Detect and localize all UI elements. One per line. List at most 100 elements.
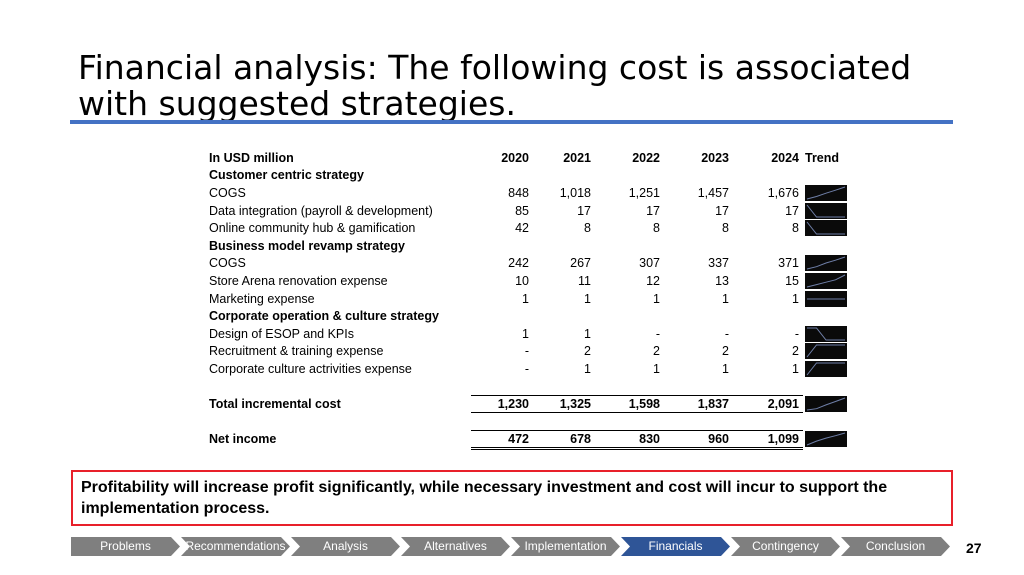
table-row: Online community hub & gamification 42 8 8 8… — [205, 219, 847, 237]
value-cell: 1 — [522, 291, 529, 306]
value-cell: 1 — [584, 291, 591, 306]
value-cell: 17 — [715, 203, 729, 218]
trend-sparkline — [805, 396, 847, 413]
value-cell: 1,325 — [533, 394, 595, 414]
value-cell: 960 — [664, 430, 733, 450]
nav-step-implementation[interactable]: Implementation — [511, 537, 620, 556]
value-cell: 42 — [515, 221, 529, 236]
trend-sparkline — [805, 360, 847, 377]
value-cell: 85 — [515, 203, 529, 218]
header-unit-label: In USD million — [209, 150, 294, 165]
header-year-2020: 2020 — [501, 150, 529, 165]
trend-cell — [803, 237, 847, 255]
value-cell: 8 — [584, 221, 591, 236]
value-cell — [664, 237, 733, 255]
trend-cell — [803, 307, 847, 325]
value-cell: 242 — [508, 256, 529, 271]
value-cell: 1,598 — [595, 394, 664, 414]
trend-line — [806, 362, 845, 376]
trend-sparkline — [805, 290, 847, 307]
nav-step-alternatives[interactable]: Alternatives — [401, 537, 510, 556]
value-cell: 1,676 — [767, 185, 799, 200]
value-cell: 1 — [792, 361, 799, 376]
row-label: Total incremental cost — [209, 397, 341, 412]
value-cell — [664, 307, 733, 325]
nav-step-financials[interactable]: Financials — [621, 537, 730, 556]
row-label: Customer centric strategy — [209, 168, 364, 183]
value-cell: 2 — [653, 344, 660, 359]
header-trend: Trend — [805, 150, 840, 165]
table-row: Marketing expense 1 1 1 1 1 — [205, 290, 847, 308]
value-cell: 10 — [515, 273, 529, 288]
value-cell: 17 — [785, 203, 799, 218]
value-cell: - — [524, 361, 529, 376]
value-cell: 1,018 — [559, 185, 591, 200]
value-cell — [471, 237, 533, 255]
nav-step-contingency[interactable]: Contingency — [731, 537, 840, 556]
header-year-2022: 2022 — [632, 150, 660, 165]
trend-line — [806, 186, 846, 200]
value-cell: 11 — [578, 273, 591, 288]
value-cell: 2 — [722, 344, 729, 359]
trend-cell — [803, 272, 847, 290]
row-label: Online community hub & gamification — [209, 221, 416, 236]
row-label: Data integration (payroll & development) — [209, 203, 433, 218]
value-cell: 8 — [653, 221, 660, 236]
trend-line — [806, 256, 846, 270]
trend-cell — [803, 202, 847, 220]
trend-cell — [803, 325, 847, 343]
trend-sparkline — [805, 431, 847, 448]
row-label: Marketing expense — [209, 291, 315, 306]
value-cell — [595, 237, 664, 255]
value-cell: 307 — [639, 256, 660, 271]
value-cell: 830 — [595, 430, 664, 450]
value-cell — [733, 167, 803, 185]
value-cell: 678 — [533, 430, 595, 450]
value-cell — [595, 307, 664, 325]
trend-sparkline — [805, 325, 847, 342]
value-cell: - — [524, 344, 529, 359]
cost-table: In USD million 2020 2021 2022 2023 2024 … — [205, 149, 847, 450]
value-cell: 12 — [646, 273, 660, 288]
trend-cell — [803, 255, 847, 273]
value-cell — [595, 167, 664, 185]
value-cell: 1,457 — [697, 185, 729, 200]
row-label: Store Arena renovation expense — [209, 273, 388, 288]
title-divider — [70, 120, 953, 124]
value-cell: 371 — [778, 256, 799, 271]
trend-cell — [803, 290, 847, 308]
value-cell — [733, 237, 803, 255]
row-label: Net income — [209, 432, 277, 447]
trend-line — [806, 274, 846, 288]
value-cell: 267 — [570, 256, 591, 271]
value-cell — [533, 307, 595, 325]
value-cell — [533, 237, 595, 255]
value-cell — [533, 167, 595, 185]
section-row: Corporate operation & culture strategy — [205, 307, 847, 325]
trend-line — [806, 221, 845, 235]
value-cell: 337 — [708, 256, 729, 271]
trend-cell — [803, 431, 847, 449]
section-navigation: Problems Recommendations Analysis Alternati… — [71, 537, 951, 556]
trend-sparkline — [805, 272, 847, 289]
net-income-row: Net income 472 678 830 960 1,099 — [205, 430, 847, 450]
row-label: Design of ESOP and KPIs — [209, 326, 354, 341]
trend-line — [806, 397, 846, 411]
trend-sparkline — [805, 343, 847, 360]
row-label: COGS — [209, 185, 246, 200]
trend-cell — [803, 395, 847, 413]
table-header-row: In USD million 2020 2021 2022 2023 2024 … — [205, 149, 847, 167]
value-cell: 2 — [792, 344, 799, 359]
value-cell: 1 — [522, 326, 529, 341]
nav-step-analysis[interactable]: Analysis — [291, 537, 400, 556]
value-cell: 8 — [792, 221, 799, 236]
trend-line — [806, 204, 845, 218]
nav-step-recommendations[interactable]: Recommendations — [181, 537, 290, 556]
row-label: Business model revamp strategy — [209, 238, 405, 253]
key-takeaway-callout: Profitability will increase profit signi… — [71, 470, 953, 526]
value-cell: - — [794, 326, 799, 341]
nav-step-conclusion[interactable]: Conclusion — [841, 537, 950, 556]
table-row: Corporate culture actrivities expense - 1 1… — [205, 360, 847, 378]
nav-step-problems[interactable]: Problems — [71, 537, 180, 556]
trend-cell — [803, 184, 847, 202]
